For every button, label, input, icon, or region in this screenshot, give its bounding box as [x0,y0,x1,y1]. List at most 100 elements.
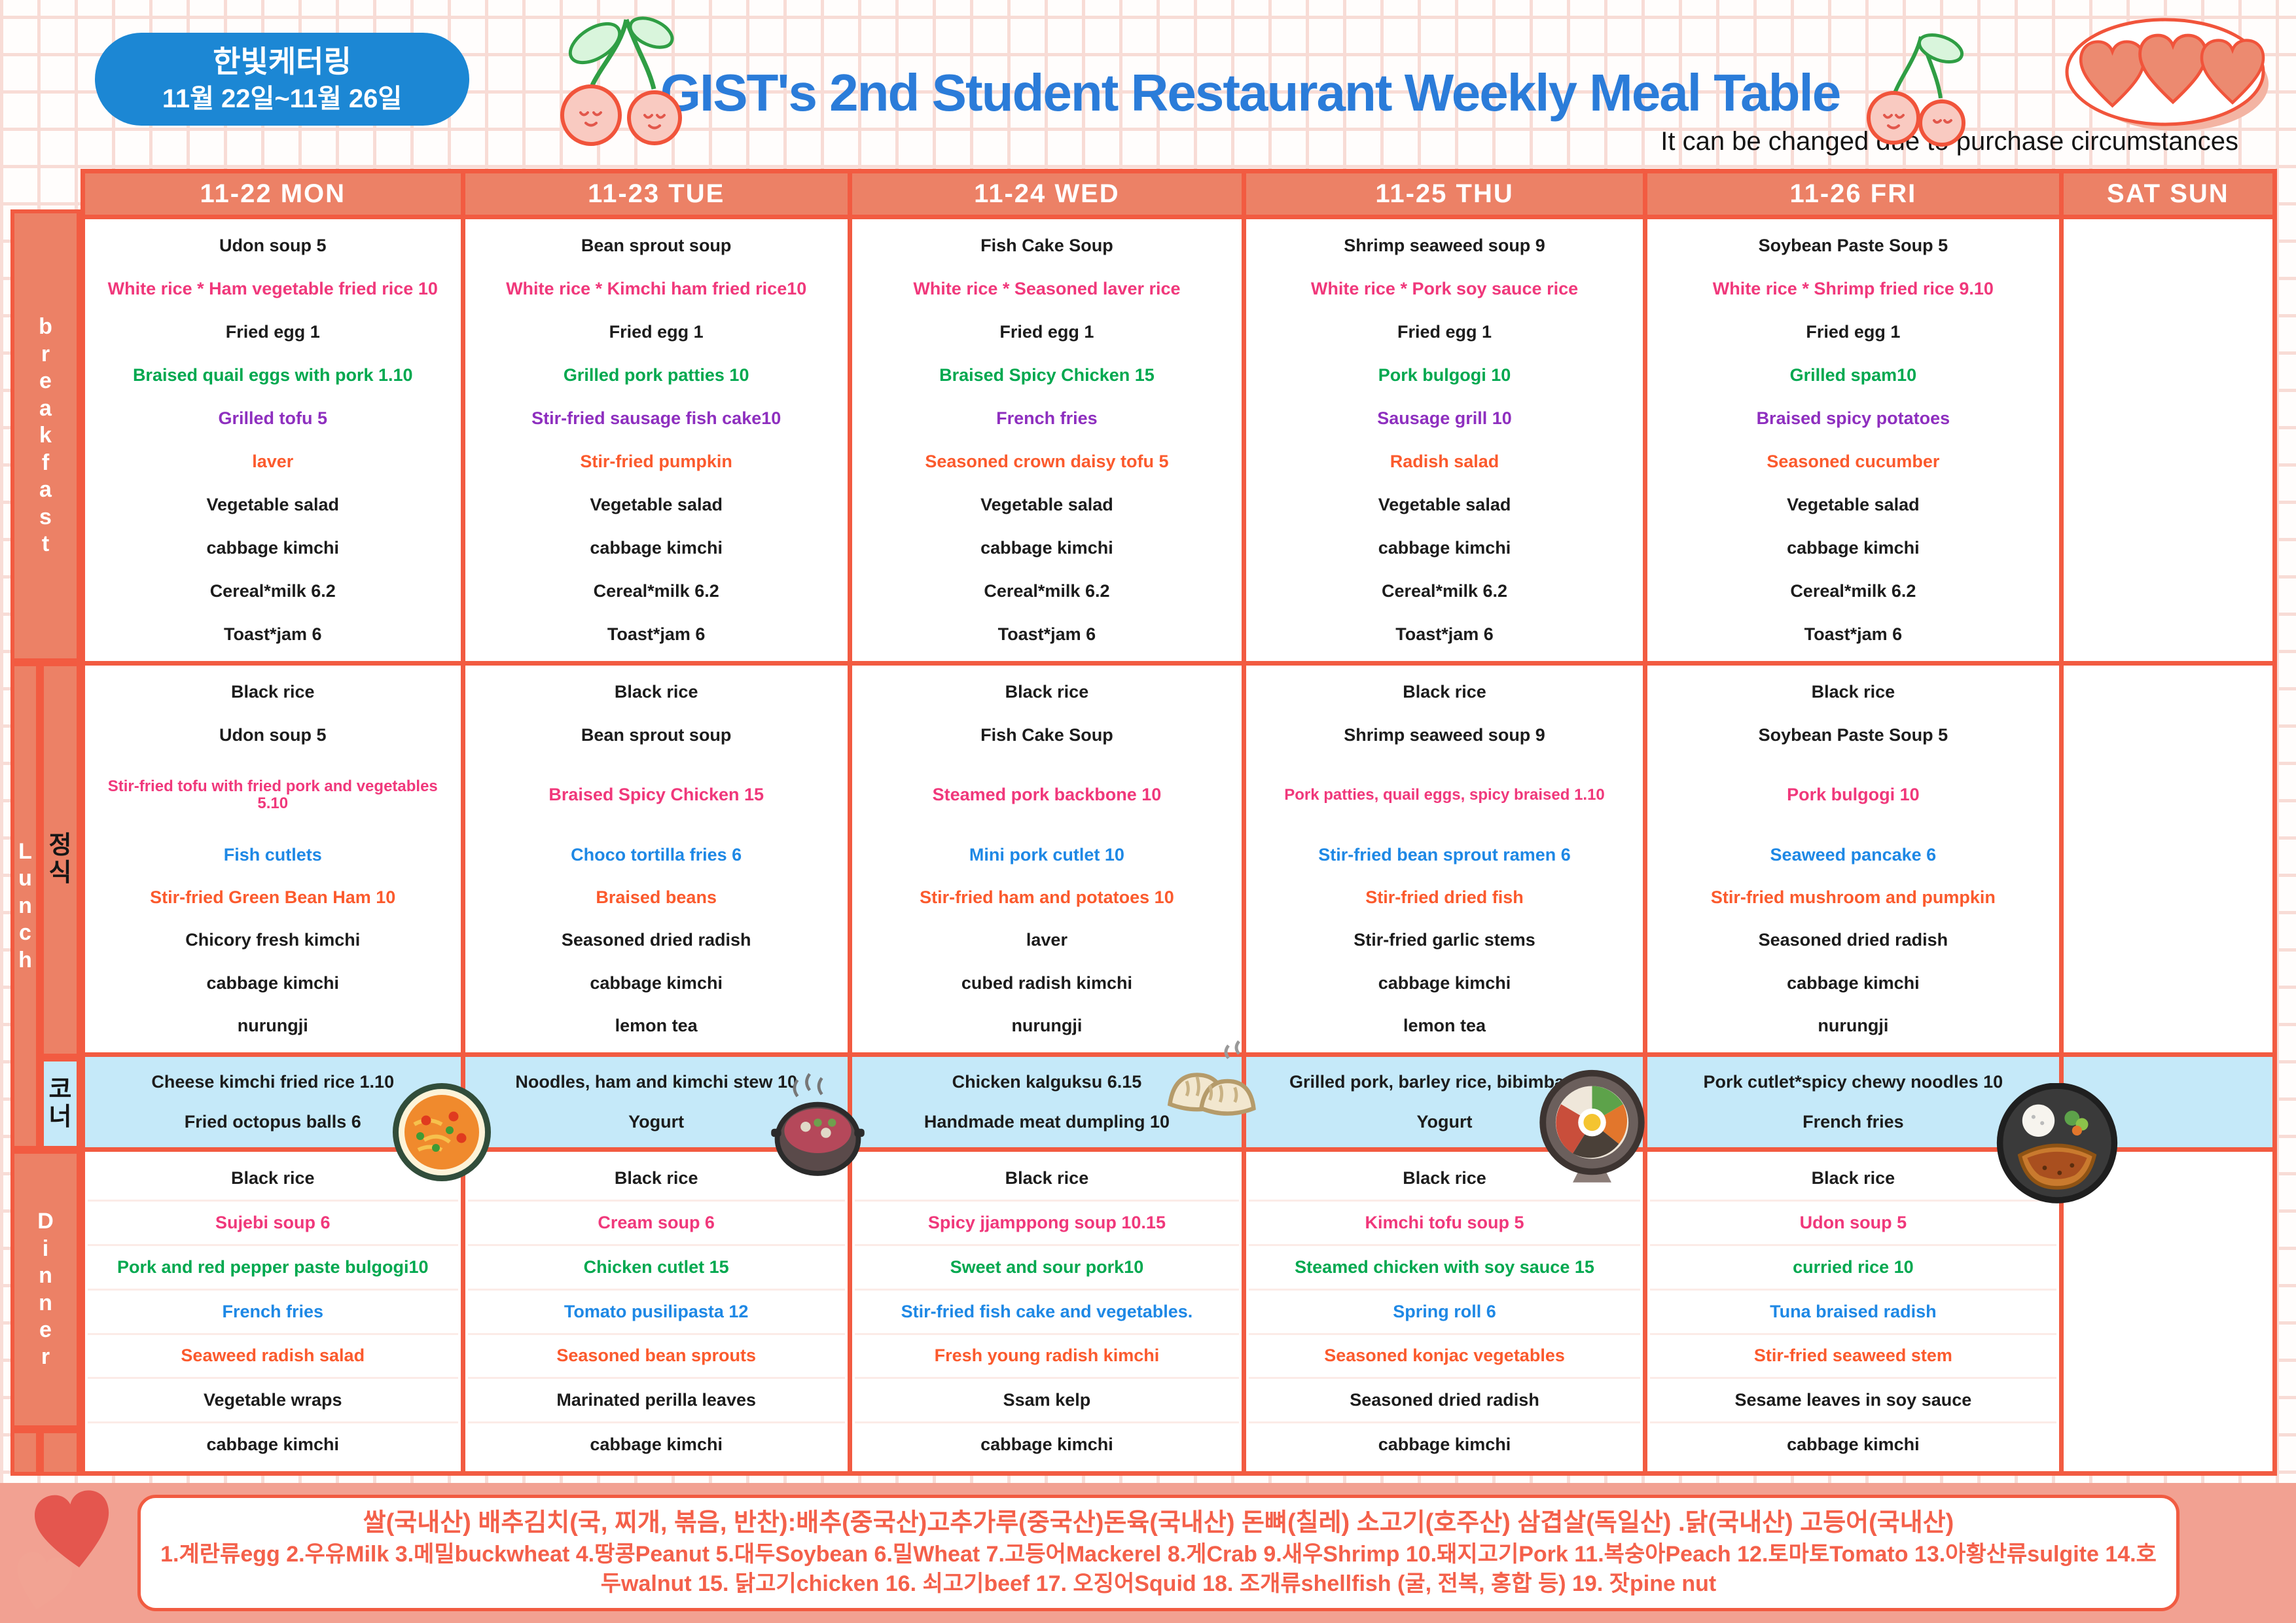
menu-item: Sujebi soup 6 [88,1202,458,1247]
menu-item: Steamed pork backbone 10 [932,785,1162,805]
menu-item: cabbage kimchi [206,972,340,993]
dinner-cell: Black rice Spicy jjamppong soup 10.15 Swee… [852,1152,1242,1471]
menu-item: Cereal*milk 6.2 [1381,580,1508,601]
menu-item: Shrimp seaweed soup 9 [1344,236,1545,256]
menu-item: French fries [1803,1112,1904,1132]
breakfast-cell: Soybean Paste Soup 5 White rice * Shrimp … [1647,219,2059,662]
menu-item: Bean sprout soup [581,236,732,256]
menu-item: Cheese kimchi fried rice 1.10 [151,1072,395,1092]
menu-item: Fried egg 1 [609,321,704,342]
menu-item: Fish Cake Soup [980,724,1113,745]
breakfast-cell: Fish Cake Soup White rice * Seasoned lave… [852,219,1242,662]
menu-item: Pork and red pepper paste bulgogi10 [88,1246,458,1291]
menu-item: Black rice [1403,682,1486,702]
menu-item: Udon soup 5 [219,236,327,256]
cherry-icon [560,16,682,146]
menu-item: Black rice [1811,682,1895,702]
menu-item: Black rice [614,682,698,702]
menu-item: nurungji [1818,1016,1889,1036]
lunch-cell: Black rice Udon soup 5 Stir-fried tofu wit… [85,666,461,1053]
hearts-icon [2065,18,2269,131]
menu-item: Pork cutlet*spicy chewy noodles 10 [1703,1072,2003,1092]
heart-icon [9,1488,117,1615]
menu-item: Mini pork cutlet 10 [969,844,1124,865]
menu-item: Cereal*milk 6.2 [1790,580,1916,601]
menu-item: Braised Spicy Chicken 15 [939,365,1155,385]
menu-item: Udon soup 5 [219,724,327,745]
menu-item: Braised quail eggs with pork 1.10 [132,365,413,385]
menu-item: Black rice [1650,1157,2056,1202]
menu-item: Cereal*milk 6.2 [593,580,719,601]
menu-item: Stir-fried mushroom and pumpkin [1710,887,1996,908]
dinner-cell: Black rice Udon soup 5 curried rice 10 Tuna… [1647,1152,2059,1471]
menu-item: lemon tea [615,1016,698,1036]
menu-item: Choco tortilla fries 6 [571,844,742,865]
menu-item: cabbage kimchi [1787,972,1920,993]
menu-item: Vegetable salad [206,494,340,514]
menu-item: Shrimp seaweed soup 9 [1344,724,1545,745]
corner-label: 코 너 [48,1075,72,1131]
menu-item: Stir-fried tofu with fried pork and vege… [107,777,438,812]
date-range: 11월 22일~11월 26일 [162,84,403,113]
menu-item: Sausage grill 10 [1377,408,1512,428]
menu-item: nurungji [237,1016,308,1036]
hot-pot-icon [771,1073,865,1176]
origin-line: 쌀(국내산) 배추김치(국, 찌개, 볶음, 반찬):배추(중국산)고추가루(중… [363,1508,1954,1537]
menu-item: cabbage kimchi [1378,972,1511,993]
menu-item: Stir-fried dried fish [1365,887,1524,908]
menu-item: Handmade meat dumpling 10 [924,1112,1170,1132]
column-header: 11-24 WED [852,173,1242,215]
menu-item: Seasoned crown daisy tofu 5 [925,451,1169,471]
section-label-corner: 코 너 [40,1058,81,1150]
menu-item: curried rice 10 [1650,1246,2056,1291]
menu-item: Stir-fried garlic stems [1354,930,1535,950]
menu-item: Black rice [88,1157,458,1202]
menu-item: cabbage kimchi [206,1434,340,1454]
lunch-label: L u n c h [18,838,32,972]
section-label-breakfast: b r e a k f a s t [10,209,81,662]
breakfast-cell: Udon soup 5 White rice * Ham vegetable fr… [85,219,461,662]
menu-item: Seaweed radish salad [88,1335,458,1380]
dinner-label: D i n n e r [37,1209,54,1370]
allergen-line-2: 두walnut 15. 닭고기chicken 16. 쇠고기beef 17. 오… [600,1571,1717,1596]
menu-item: Stir-fried fish cake and vegetables. [854,1291,1240,1335]
menu-item: Seasoned dried radish [1249,1379,1641,1424]
menu-item: Fried egg 1 [225,321,320,342]
breakfast-label: b r e a k f a s t [39,314,52,557]
caterer-date-badge: 한빛케터링 11월 22일~11월 26일 [95,33,469,126]
menu-item: Seasoned cucumber [1767,451,1940,471]
lunch-cell: Black rice Soybean Paste Soup 5 Pork bulgo… [1647,666,2059,1053]
lunch-cell: Black rice Shrimp seaweed soup 9 Pork patt… [1246,666,1643,1053]
menu-item: Tomato pusilipasta 12 [467,1291,845,1335]
menu-item: White rice * Pork soy sauce rice [1310,278,1579,298]
menu-item: cabbage kimchi [1378,537,1511,558]
menu-item: Black rice [854,1157,1240,1202]
dinner-cell [2063,1152,2272,1471]
cherry-icon [1867,33,1965,147]
column-header: SAT SUN [2063,173,2272,215]
menu-item: cabbage kimchi [590,1434,723,1454]
menu-item: Braised beans [596,887,717,908]
menu-item: Steamed chicken with soy sauce 15 [1249,1246,1641,1291]
menu-item: cubed radish kimchi [961,972,1132,993]
menu-item: Vegetable salad [1787,494,1920,514]
menu-item: French fries [996,408,1098,428]
origin-allergen-note: 쌀(국내산) 배추김치(국, 찌개, 볶음, 반찬):배추(중국산)고추가루(중… [137,1495,2179,1611]
column-header: 11-25 THU [1246,173,1643,215]
menu-item: Stir-fried seaweed stem [1650,1335,2056,1380]
menu-item: Toast*jam 6 [1395,624,1494,644]
menu-item: cabbage kimchi [1787,537,1920,558]
menu-item: Black rice [467,1157,845,1202]
menu-item: Tuna braised radish [1650,1291,2056,1335]
menu-item: Seasoned bean sprouts [467,1335,845,1380]
menu-item: Stir-fried Green Bean Ham 10 [150,887,396,908]
menu-item: Vegetable salad [590,494,723,514]
menu-item: Pork bulgogi 10 [1787,785,1920,805]
menu-item: Grilled tofu 5 [218,408,327,428]
section-label-lunch: L u n c h [10,662,40,1150]
corner-cell: Pork cutlet*spicy chewy noodles 10 French… [1647,1057,2059,1148]
menu-item: Spicy jjamppong soup 10.15 [854,1202,1240,1247]
menu-item: White rice * Shrimp fried rice 9.10 [1712,278,1994,298]
menu-item: Fried egg 1 [1806,321,1901,342]
